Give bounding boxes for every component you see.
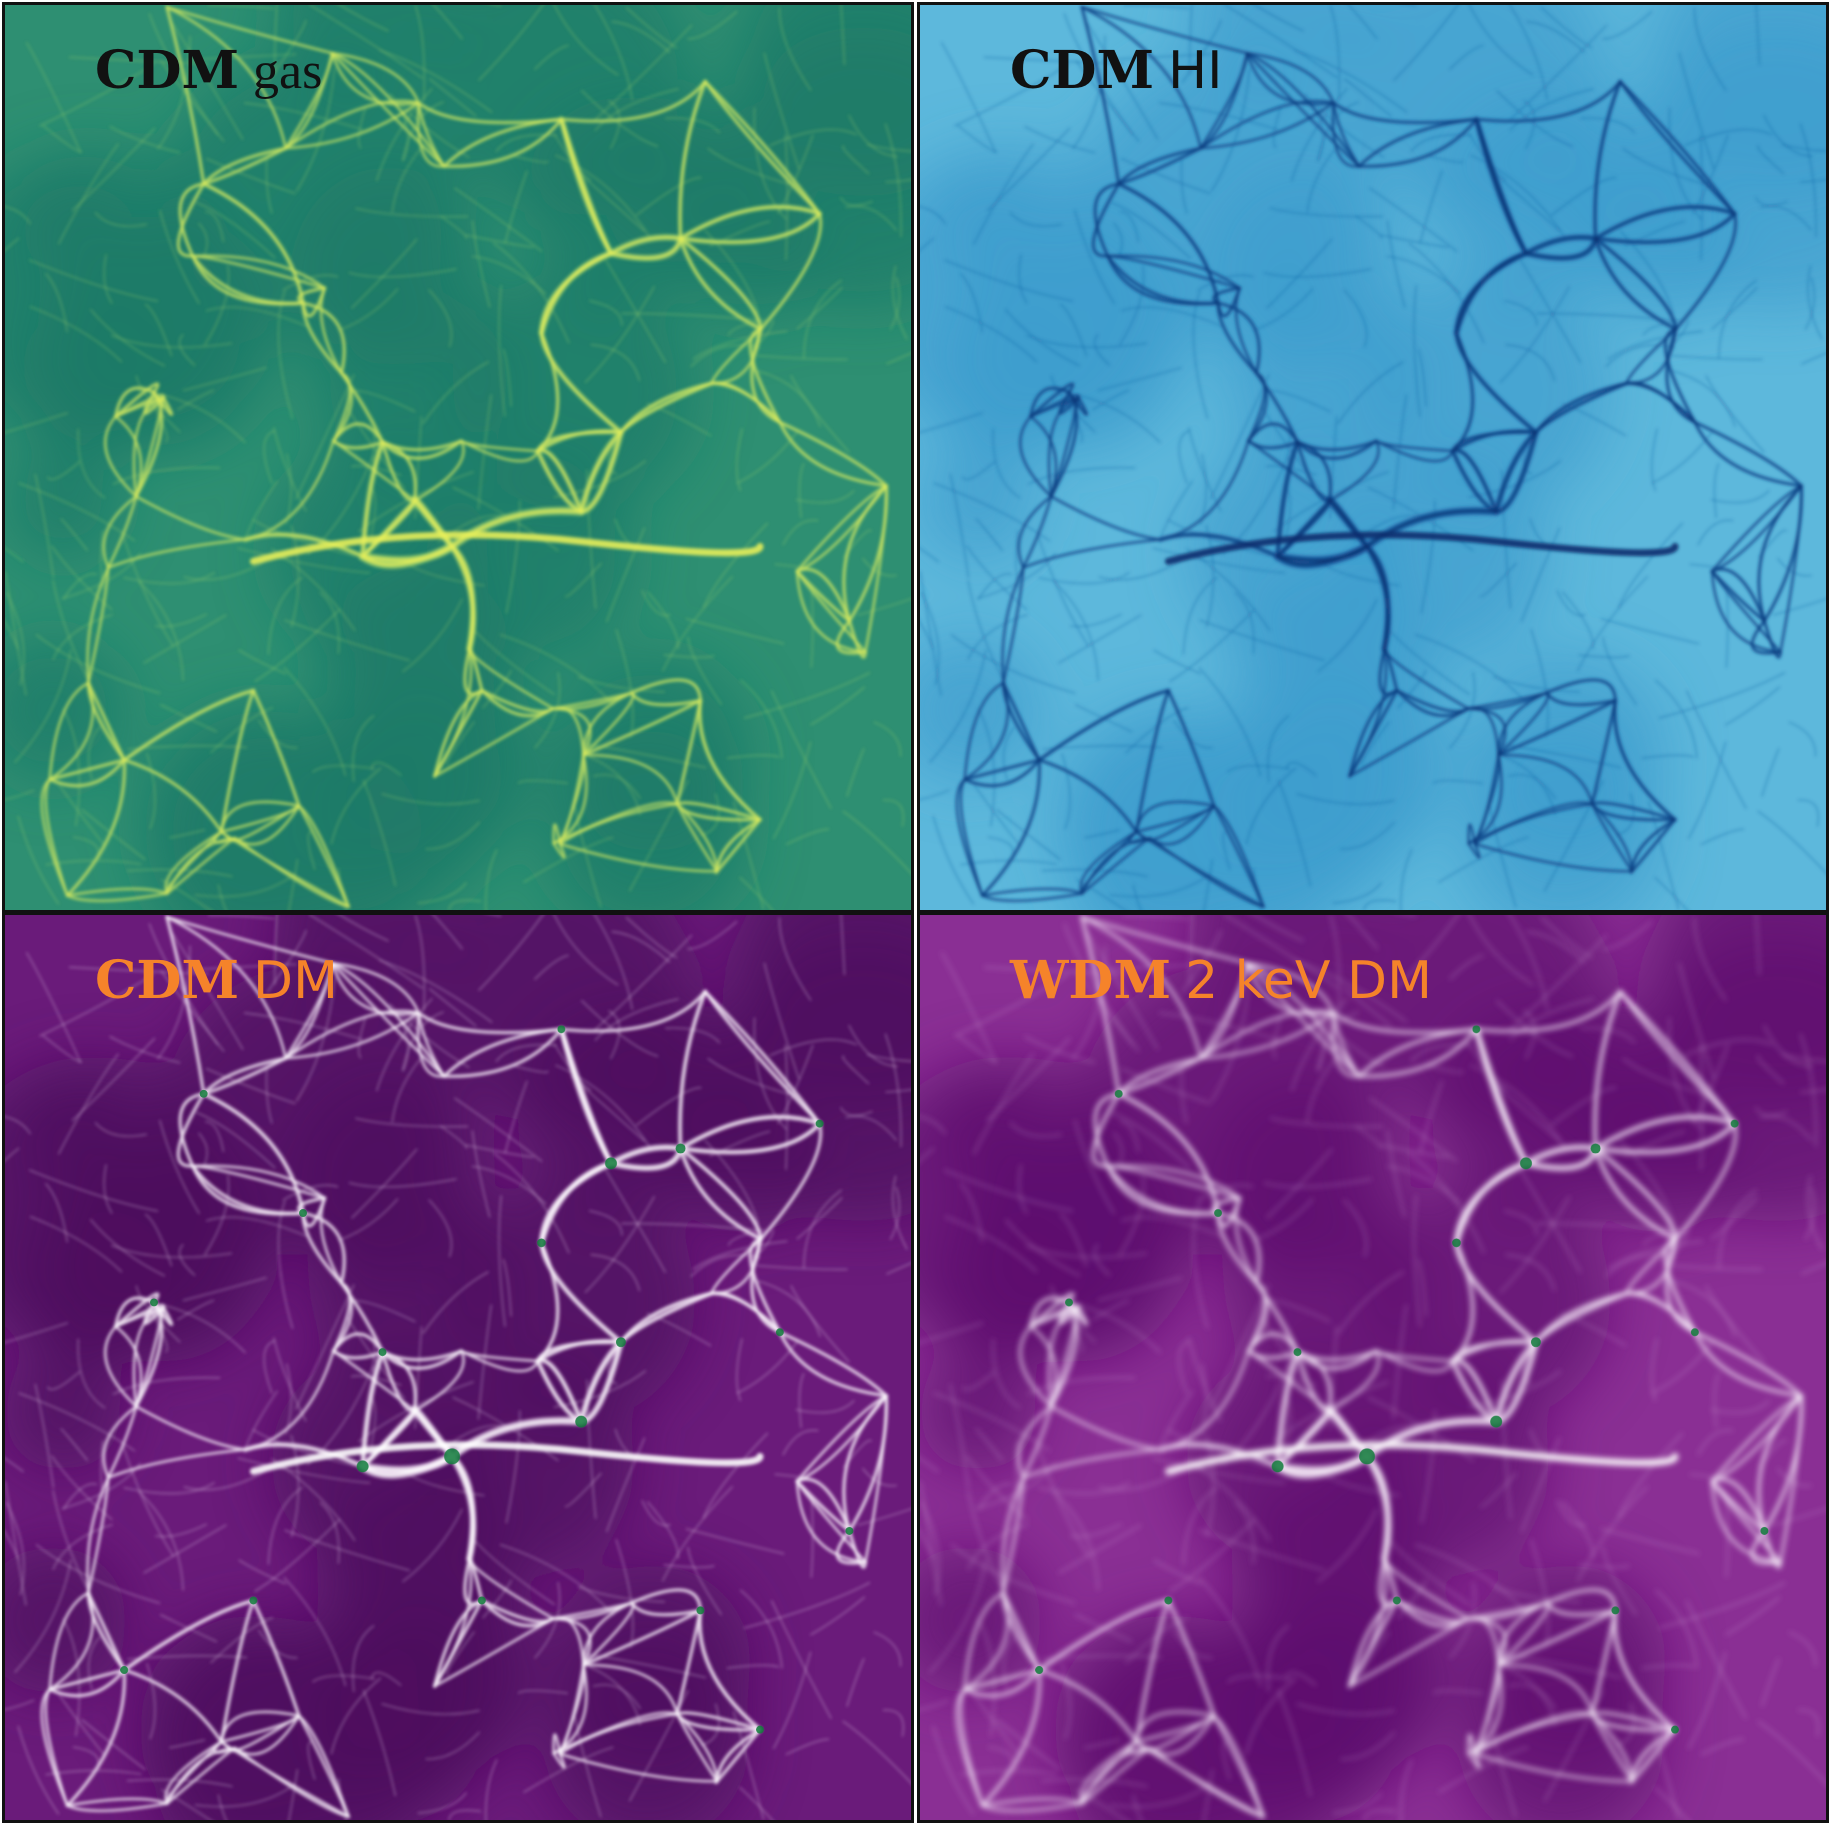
halo — [1392, 1596, 1401, 1605]
label-field: 2 keV DM — [1185, 951, 1432, 1011]
halos — [1035, 1025, 1769, 1734]
halo — [605, 1157, 617, 1170]
halo — [675, 1143, 686, 1154]
halo — [696, 1606, 705, 1615]
cdm-gas-map — [5, 5, 911, 910]
halo — [1760, 1526, 1769, 1535]
halo — [1730, 1119, 1739, 1128]
panel-cdm-gas: CDM gas — [2, 2, 914, 913]
halo — [477, 1596, 486, 1605]
halo — [1359, 1448, 1375, 1465]
panel-label-cdm-gas: CDM gas — [95, 45, 322, 98]
filaments — [5, 915, 911, 1820]
panel-cdm-dm: CDM DM — [2, 912, 914, 1823]
halo — [537, 1238, 546, 1248]
filaments — [5, 5, 911, 910]
panel-cdm-hi: CDM HI — [917, 2, 1829, 913]
panel-wdm-dm: WDM 2 keV DM — [917, 912, 1829, 1823]
halo — [1293, 1348, 1302, 1357]
halo — [1035, 1666, 1044, 1674]
halo — [1520, 1157, 1532, 1170]
label-model: CDM — [95, 950, 240, 1011]
halo — [1271, 1460, 1284, 1473]
label-field: gas — [253, 43, 323, 100]
label-field: HI — [1168, 41, 1223, 101]
halo — [1452, 1238, 1461, 1248]
panel-label-wdm-dm: WDM 2 keV DM — [1010, 955, 1432, 1008]
cdm-dm-map — [5, 915, 911, 1820]
halo — [1530, 1337, 1541, 1348]
filaments — [920, 5, 1826, 910]
label-model: CDM — [95, 40, 240, 101]
halo — [1164, 1596, 1173, 1605]
halo — [775, 1328, 784, 1337]
halo — [1214, 1209, 1222, 1217]
halo — [1590, 1143, 1601, 1154]
voids — [5, 5, 911, 910]
halo — [1472, 1025, 1481, 1034]
halo — [615, 1337, 626, 1348]
halo — [815, 1119, 824, 1128]
halo — [845, 1526, 854, 1535]
label-field: DM — [253, 951, 338, 1011]
halo — [150, 1298, 158, 1307]
halo — [378, 1348, 387, 1357]
halo — [249, 1596, 258, 1605]
halo — [1065, 1298, 1073, 1307]
halo — [557, 1025, 566, 1034]
halos — [120, 1025, 854, 1734]
voids — [920, 915, 1826, 1820]
halo — [120, 1666, 129, 1674]
halo — [1611, 1606, 1620, 1615]
halo — [444, 1448, 460, 1465]
halo — [356, 1460, 369, 1473]
halo — [1490, 1415, 1503, 1428]
wdm-dm-map — [920, 915, 1826, 1820]
halo — [575, 1415, 588, 1428]
halo — [1690, 1328, 1699, 1337]
label-model: CDM — [1010, 40, 1155, 101]
cdm-hi-map — [920, 5, 1826, 910]
label-model: WDM — [1010, 950, 1172, 1011]
halo — [756, 1725, 764, 1734]
halo — [1114, 1089, 1123, 1098]
halo — [199, 1089, 208, 1098]
panel-label-cdm-dm: CDM DM — [95, 955, 338, 1008]
halo — [1671, 1725, 1679, 1734]
halo — [299, 1209, 307, 1217]
panel-label-cdm-hi: CDM HI — [1010, 45, 1222, 98]
